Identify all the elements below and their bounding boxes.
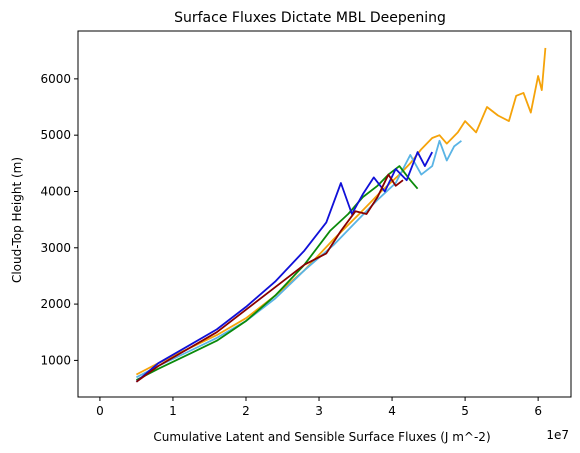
y-tick-label: 6000: [40, 72, 71, 86]
x-tick-label: 1: [169, 404, 177, 418]
y-tick-label: 2000: [40, 297, 71, 311]
y-tick-label: 4000: [40, 184, 71, 198]
axes-frame: [77, 30, 572, 398]
series-line-1: [135, 47, 547, 376]
series-line-2: [135, 139, 462, 379]
series-line-5: [135, 173, 404, 383]
y-axis: 1000 2000 3000 4000 5000 6000: [40, 72, 78, 367]
x-tick-label: 5: [461, 404, 469, 418]
x-tick-label: 4: [388, 404, 396, 418]
y-tick-label: 1000: [40, 353, 71, 367]
x-offset-label: 1e7: [546, 428, 569, 442]
x-tick-label: 3: [315, 404, 323, 418]
x-tick-label: 2: [242, 404, 250, 418]
chart-title: Surface Fluxes Dictate MBL Deepening: [174, 10, 446, 26]
x-axis: 0 1 2 3 4 5 6: [96, 397, 542, 418]
y-tick-label: 3000: [40, 241, 71, 255]
x-tick-label: 6: [534, 404, 542, 418]
series-line-4: [135, 151, 433, 383]
y-tick-label: 5000: [40, 128, 71, 142]
x-tick-label: 0: [96, 404, 104, 418]
x-axis-label: Cumulative Latent and Sensible Surface F…: [153, 430, 490, 444]
plot-area: [135, 47, 547, 383]
y-axis-label: Cloud-Top Height (m): [10, 157, 24, 283]
